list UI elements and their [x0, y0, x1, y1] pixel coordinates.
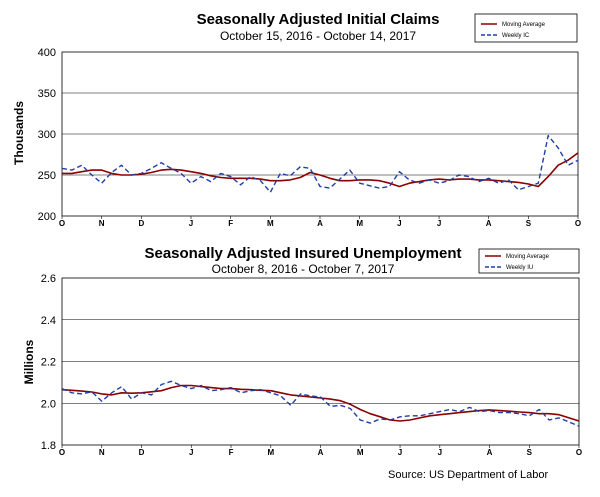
x-tick-label: M: [356, 219, 363, 228]
chart-title: Seasonally Adjusted Initial Claims: [197, 11, 440, 28]
y-tick-label: 350: [38, 88, 56, 100]
y-tick-label: 2.6: [41, 273, 56, 285]
chart-title: Seasonally Adjusted Insured Unemployment: [144, 245, 461, 262]
legend: Moving Average Weekly IU: [478, 248, 580, 274]
x-tick-label: F: [229, 448, 234, 457]
y-tick-label: 2.4: [41, 315, 56, 327]
series-line-moving-average: [61, 384, 580, 422]
x-tick-label: M: [357, 448, 364, 457]
chart-subtitle: October 8, 2016 - October 7, 2017: [212, 262, 395, 276]
x-tick-label: S: [527, 448, 533, 457]
x-tick-label: N: [99, 448, 105, 457]
x-tick-label: S: [526, 219, 532, 228]
x-tick-label: O: [59, 448, 65, 457]
y-tick-labels: 1.8 2.0 2.2 2.4 2.6: [41, 273, 56, 452]
legend-box: [474, 13, 578, 43]
source-note: Source: US Department of Labor: [388, 469, 549, 481]
x-tick-label: O: [575, 219, 581, 228]
x-tick-label: F: [228, 219, 233, 228]
y-axis-label: Millions: [22, 339, 36, 384]
x-tick-label: M: [267, 219, 274, 228]
x-tick-label: A: [487, 448, 493, 457]
y-tick-label: 2.0: [41, 398, 56, 410]
series-group: [61, 380, 580, 427]
y-tick-label: 400: [38, 47, 56, 59]
x-tick-label: O: [576, 448, 582, 457]
series-line-weekly-iu: [61, 380, 580, 427]
legend-label-moving-average: Moving Average: [506, 254, 550, 260]
legend: Moving Average Weekly IC: [474, 13, 578, 43]
y-axis-label: Thousands: [12, 101, 26, 165]
y-tick-label: 250: [38, 170, 56, 182]
x-tick-label: A: [318, 448, 324, 457]
gridlines: [62, 319, 579, 404]
y-tick-labels: 200 250 300 350 400: [38, 47, 56, 223]
chart-subtitle: October 15, 2016 - October 14, 2017: [220, 29, 416, 43]
y-tick-label: 300: [38, 129, 56, 141]
x-tick-label: J: [189, 448, 193, 457]
x-tick-label: J: [397, 219, 401, 228]
x-tick-label: J: [437, 219, 441, 228]
legend-box: [478, 248, 580, 274]
x-tick-label: D: [138, 219, 144, 228]
y-tick-label: 2.2: [41, 357, 56, 369]
series-line-weekly-ic: [61, 134, 579, 193]
x-tick-label: O: [59, 219, 65, 228]
x-tick-label: N: [99, 219, 105, 228]
x-tick-label: J: [189, 219, 193, 228]
series-line-moving-average: [62, 152, 579, 188]
insured-unemployment-chart: Seasonally Adjusted Insured Unemployment…: [22, 245, 582, 457]
y-tick-label: 200: [38, 211, 56, 223]
legend-label-weekly-iu: Weekly IU: [506, 265, 533, 271]
x-tick-label: D: [139, 448, 145, 457]
series-group: [61, 134, 579, 193]
initial-claims-chart: Seasonally Adjusted Initial Claims Octob…: [12, 11, 581, 228]
x-tick-label: A: [317, 219, 323, 228]
y-tick-label: 1.8: [41, 440, 56, 452]
x-tick-label: J: [398, 448, 402, 457]
legend-label-weekly-ic: Weekly IC: [502, 33, 530, 39]
legend-label-moving-average: Moving Average: [502, 22, 546, 28]
x-tick-label: A: [486, 219, 492, 228]
x-tick-label: M: [267, 448, 274, 457]
x-tick-label: J: [438, 448, 442, 457]
